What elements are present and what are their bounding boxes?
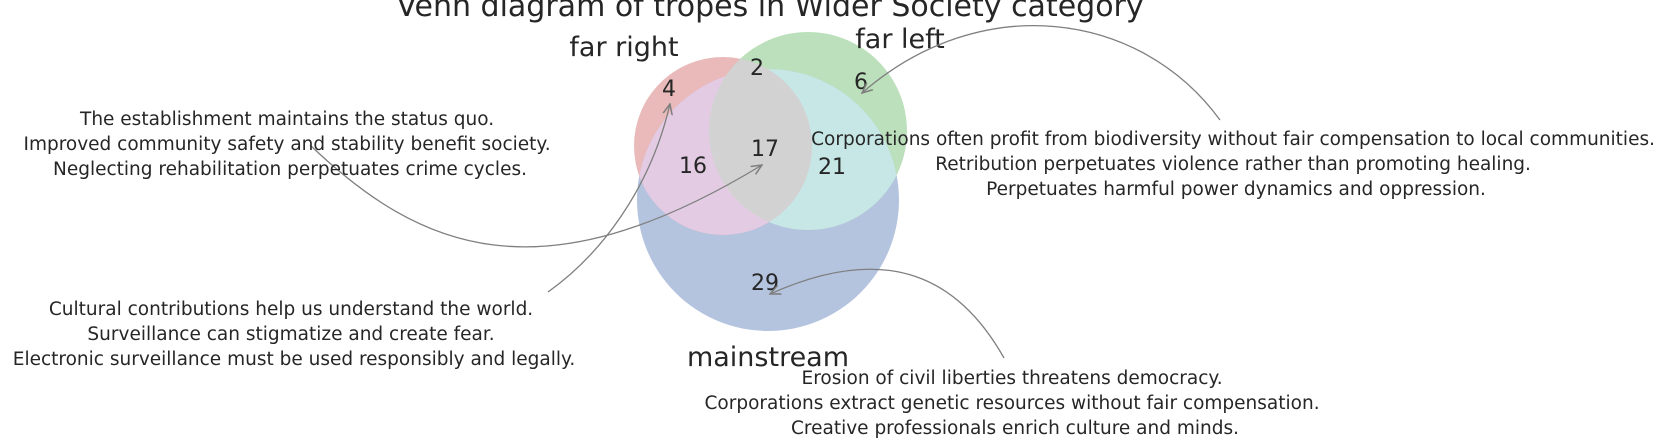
arrow-to-far-right-only [547, 104, 670, 293]
count-all-three: 17 [751, 137, 779, 162]
count-far-right-far-left: 2 [750, 56, 764, 81]
annotation-far-left-only: Corporations often profit from biodivers… [811, 129, 1661, 200]
diagram-title: Venn diagram of tropes in Wider Society … [396, 0, 1143, 24]
annotation-line: Neglecting rehabilitation perpetuates cr… [53, 159, 527, 180]
annotation-line: Corporations extract genetic resources w… [705, 393, 1320, 414]
set-label-far-right: far right [569, 32, 678, 63]
annotation-line: Electronic surveillance must be used res… [13, 349, 575, 370]
annotation-line: Retribution perpetuates violence rather … [935, 154, 1531, 175]
annotation-line: Erosion of civil liberties threatens dem… [802, 368, 1223, 389]
arrow-to-all-three [309, 144, 762, 248]
count-far-right-mainstream: 16 [679, 154, 707, 179]
annotation-far-right-only: Cultural contributions help us understan… [13, 299, 575, 370]
count-far-left-only: 6 [854, 70, 868, 95]
annotation-line: Creative professionals enrich culture an… [791, 418, 1239, 439]
arrow-to-far-left-only [862, 25, 1221, 121]
arrow-to-mainstream-only [770, 268, 1005, 359]
count-far-left-mainstream: 21 [818, 155, 846, 180]
annotation-line: The establishment maintains the status q… [79, 109, 494, 130]
count-far-right-only: 4 [662, 77, 676, 102]
annotation-far-right-mainstream: The establishment maintains the status q… [23, 109, 556, 180]
annotation-line: Cultural contributions help us understan… [49, 299, 533, 320]
annotation-line: Improved community safety and stability … [23, 134, 550, 155]
set-label-mainstream: mainstream [687, 342, 849, 373]
annotation-line: Corporations often profit from biodivers… [811, 129, 1655, 150]
annotation-mainstream-only: Erosion of civil liberties threatens dem… [705, 368, 1326, 439]
annotation-line: Surveillance can stigmatize and create f… [87, 324, 494, 345]
set-label-far-left: far left [855, 24, 944, 55]
annotation-line: Perpetuates harmful power dynamics and o… [986, 179, 1486, 200]
